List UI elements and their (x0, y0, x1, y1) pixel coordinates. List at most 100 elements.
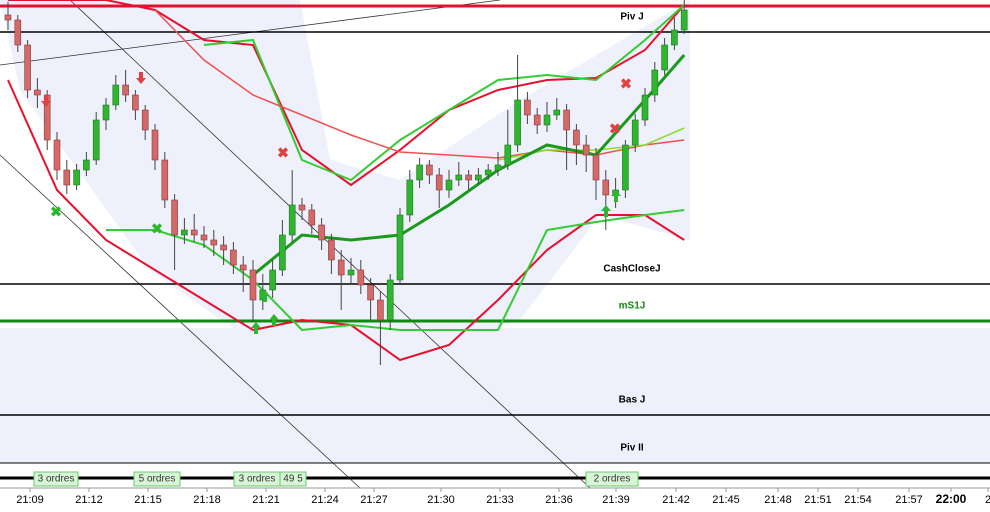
x-tick-label: 21:57 (895, 494, 923, 506)
candle-body (200, 234, 208, 241)
x-axis: 21:09 21:12 21:15 21:18 21:21 21:24 21:27 21:30… (16, 488, 990, 506)
candle-body (141, 109, 149, 131)
level-label: Bas J (619, 395, 646, 406)
x-tick-label: 21:45 (712, 494, 740, 506)
signals: ✖ ✖ ✖ ✖ ✖ (41, 72, 632, 334)
candle-body (318, 224, 325, 241)
x-tick-label: 21:18 (193, 494, 221, 506)
candle-body (161, 159, 169, 201)
candles (4, 0, 688, 365)
candle-body (641, 94, 649, 121)
candle-body (14, 19, 22, 46)
level-label: mS1J (619, 301, 646, 312)
level-label: Piv J (620, 12, 643, 23)
x-tick-label: 21:39 (602, 494, 630, 506)
candle-body (533, 114, 541, 126)
x-tick-label: 21:51 (804, 494, 832, 506)
candle-body (416, 164, 423, 181)
candle-body (151, 129, 159, 161)
x-tick-label: 2 (985, 494, 990, 506)
x-tick-label: 21:48 (764, 494, 792, 506)
x-tick-label: 22:00 (936, 492, 967, 506)
candle-body (4, 14, 12, 21)
svg-text:✖: ✖ (50, 204, 62, 220)
order-label: 3 ordres (239, 474, 276, 485)
candle-body (24, 44, 31, 91)
candle-body (308, 209, 316, 226)
orders: 3 ordres 5 ordres 3 ordres 49 5 2 ordres (33, 471, 639, 487)
svg-text:✖: ✖ (151, 221, 163, 237)
candle-body (112, 84, 120, 106)
candle-body (132, 94, 139, 111)
candle-body (465, 174, 472, 181)
order-label: 3 ordres (38, 474, 75, 485)
candle-body (475, 174, 482, 181)
candle-body (239, 264, 247, 271)
candle-body (563, 109, 570, 131)
shaded-zone (0, 328, 990, 463)
candle-body (631, 119, 639, 146)
order-box (279, 471, 307, 487)
candle-body (367, 284, 374, 301)
order-box (33, 471, 79, 487)
candle-body (426, 164, 433, 176)
candle-body (622, 144, 629, 191)
level-label: Piv II (620, 443, 644, 454)
x-tick-label: 21:36 (545, 494, 573, 506)
order-box (133, 471, 181, 487)
candle-body (680, 9, 688, 31)
indicator-line (203, 4, 685, 182)
candle-body (83, 159, 90, 171)
order-label: 5 ordres (139, 474, 176, 485)
overlays (7, 0, 686, 362)
candle-body (435, 174, 443, 191)
candle-body (377, 299, 384, 321)
candle-body (337, 259, 345, 276)
candle-body (171, 199, 178, 236)
candle-body (279, 234, 286, 271)
candle-body (249, 269, 257, 301)
indicator-line (252, 54, 686, 277)
order-box (585, 471, 639, 487)
svg-text:✖: ✖ (277, 145, 289, 161)
order-label: 2 ordres (594, 474, 631, 485)
candle-body (386, 279, 394, 321)
x-tick-label: 21:15 (134, 494, 162, 506)
candle-body (543, 114, 551, 126)
candle-body (602, 179, 610, 196)
candle-body (269, 269, 276, 291)
candle-body (122, 84, 129, 96)
candle-body (190, 229, 198, 236)
candle-body (230, 249, 237, 266)
candle-body (347, 269, 355, 276)
candle-body (92, 119, 100, 161)
candle-body (288, 204, 296, 236)
candle-body (592, 154, 600, 181)
candle-body (494, 164, 502, 171)
level-label: CashCloseJ (603, 264, 660, 275)
candle-body (357, 269, 365, 286)
x-tick-label: 21:42 (662, 494, 690, 506)
indicator-line (154, 9, 685, 159)
candle-body (102, 104, 110, 121)
candle-body (210, 239, 218, 246)
candle-body (553, 109, 561, 116)
x-tick-label: 21:27 (360, 494, 388, 506)
svg-text:✖: ✖ (620, 76, 632, 92)
candle-body (73, 169, 80, 186)
x-tick-label: 21:54 (844, 494, 872, 506)
x-tick-label: 21:12 (75, 494, 103, 506)
candle-body (651, 69, 659, 96)
candle-body (514, 99, 521, 146)
candle-body (34, 89, 41, 96)
candle-body (484, 169, 492, 176)
candle-body (445, 179, 453, 191)
candle-body (53, 139, 61, 171)
svg-text:✖: ✖ (609, 121, 621, 137)
candle-body (220, 244, 227, 251)
candle-body (63, 169, 71, 186)
candle-body (298, 204, 306, 211)
candle-body (671, 29, 678, 46)
x-tick-label: 21:21 (252, 494, 280, 506)
